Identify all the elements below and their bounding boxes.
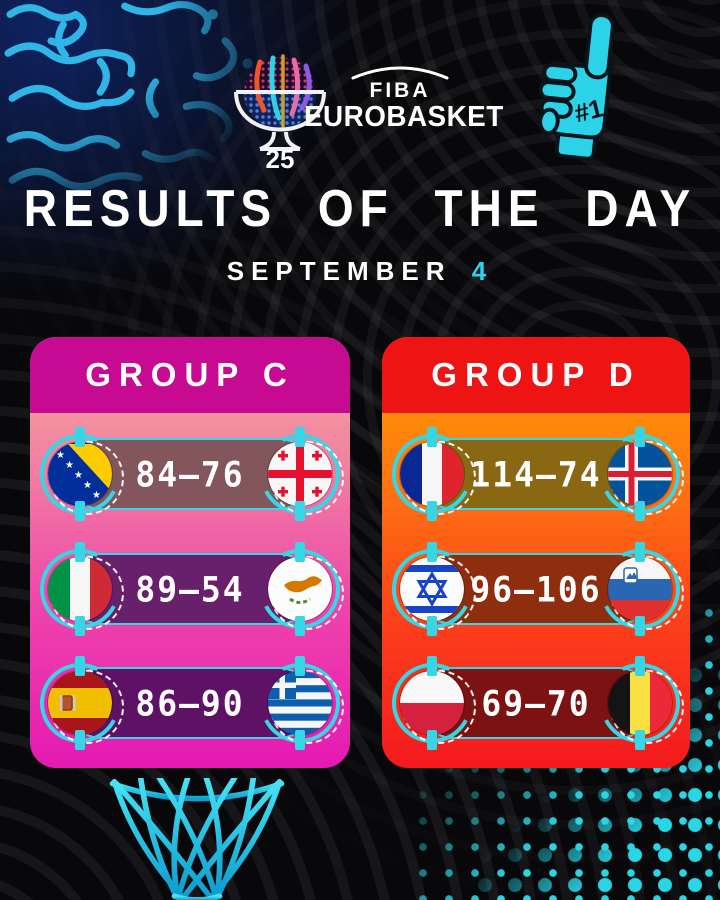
- score-text: 96–106: [470, 568, 602, 610]
- trophy-year-label: 25: [266, 144, 295, 170]
- eurobasket-trophy-logo-icon: 25: [234, 54, 326, 170]
- svg-text:★: ★: [56, 450, 65, 461]
- flag-poland-icon: [382, 652, 483, 754]
- flag-tick: [427, 427, 437, 447]
- flag-slovenia-icon: [589, 538, 690, 640]
- flag-tick: [75, 501, 85, 521]
- flag-italy-icon: [30, 538, 131, 640]
- match-row-bosnia-georgia: 84–76 ★ ★ ★ ★ ★: [30, 423, 350, 525]
- flag-france-icon: [382, 423, 483, 525]
- flag-tick: [635, 616, 645, 636]
- match-row-italy-cyprus: 89–54: [30, 538, 350, 640]
- flag-georgia-icon: [249, 423, 350, 525]
- flag-tick: [295, 730, 305, 750]
- flag-iceland-icon: [589, 423, 690, 525]
- flag-tick: [635, 656, 645, 676]
- flag-tick: [295, 501, 305, 521]
- flag-bosnia-herzegovina-icon: ★ ★ ★ ★ ★: [30, 423, 131, 525]
- svg-text:★: ★: [92, 490, 101, 501]
- wordmark-arc-icon: [351, 66, 449, 80]
- match-row-israel-slovenia: 96–106: [382, 538, 690, 640]
- svg-text:★: ★: [65, 460, 74, 471]
- flag-tick: [295, 616, 305, 636]
- group-d-title: GROUP D: [382, 337, 690, 413]
- flag-tick: [75, 656, 85, 676]
- eurobasket-label: EUROBASKET: [304, 101, 504, 133]
- group-c-panel: GROUP C 84–76 ★ ★ ★ ★ ★: [30, 337, 350, 768]
- date-day: 4: [471, 256, 494, 286]
- fiba-label: FIBA: [369, 79, 431, 102]
- date-month: SEPTEMBER: [226, 256, 452, 286]
- date-line: SEPTEMBER 4: [0, 256, 720, 287]
- foam-finger-number-label: #1: [572, 94, 606, 128]
- flag-tick: [427, 616, 437, 636]
- flag-tick: [635, 542, 645, 562]
- flag-tick: [75, 427, 85, 447]
- score-text: 69–70: [481, 682, 591, 724]
- flag-tick: [635, 427, 645, 447]
- match-row-poland-belgium: 69–70: [382, 652, 690, 754]
- group-c-title: GROUP C: [30, 337, 350, 413]
- flag-tick: [295, 656, 305, 676]
- flag-greece-icon: [249, 652, 350, 754]
- flag-tick: [295, 542, 305, 562]
- basketball-net-icon: [109, 778, 285, 900]
- flag-tick: [427, 542, 437, 562]
- flag-tick: [427, 656, 437, 676]
- svg-text:★: ★: [83, 480, 92, 491]
- fiba-eurobasket-wordmark: FIBA EUROBASKET: [300, 64, 504, 133]
- foam-finger-icon: #1: [538, 13, 615, 161]
- match-row-france-iceland: 114–74: [382, 423, 690, 525]
- flag-tick: [295, 427, 305, 447]
- score-text: 86–90: [135, 682, 245, 724]
- flag-cyprus-icon: [249, 538, 350, 640]
- flag-belgium-icon: [589, 652, 690, 754]
- maze-pattern-icon: [4, 1, 253, 191]
- score-text: 114–74: [470, 453, 602, 495]
- flag-spain-icon: [30, 652, 131, 754]
- svg-text:★: ★: [74, 470, 83, 481]
- flag-tick: [75, 616, 85, 636]
- score-text: 89–54: [135, 568, 245, 610]
- match-row-spain-greece: 86–90: [30, 652, 350, 754]
- page-title: RESULTS OF THE DAY: [23, 179, 697, 238]
- score-text: 84–76: [135, 453, 245, 495]
- flag-tick: [427, 730, 437, 750]
- flag-tick: [635, 501, 645, 521]
- flag-tick: [427, 501, 437, 521]
- flag-tick: [635, 730, 645, 750]
- flag-tick: [75, 730, 85, 750]
- flag-israel-icon: [382, 538, 483, 640]
- flag-tick: [75, 542, 85, 562]
- group-d-panel: GROUP D 114–74: [382, 337, 690, 768]
